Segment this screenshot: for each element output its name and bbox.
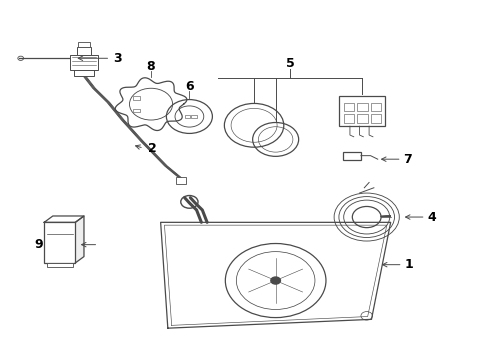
Bar <box>176 177 185 184</box>
Text: 1: 1 <box>404 258 412 271</box>
Bar <box>133 96 140 100</box>
Bar <box>370 103 381 111</box>
Text: 5: 5 <box>285 57 294 70</box>
Polygon shape <box>75 216 84 263</box>
Bar <box>191 115 196 118</box>
Bar <box>342 152 360 159</box>
Bar <box>46 263 73 267</box>
Bar <box>343 114 354 123</box>
Bar <box>357 114 367 123</box>
Bar <box>184 115 189 118</box>
Polygon shape <box>44 216 84 222</box>
Text: 7: 7 <box>403 153 411 166</box>
Bar <box>339 96 384 126</box>
Bar <box>69 55 98 69</box>
Bar <box>77 47 91 55</box>
Text: 8: 8 <box>146 60 155 73</box>
Text: 9: 9 <box>34 238 42 251</box>
Bar <box>78 42 89 47</box>
Text: 2: 2 <box>147 142 156 155</box>
Bar <box>370 114 381 123</box>
Bar <box>74 69 93 76</box>
Bar <box>357 103 367 111</box>
Text: 4: 4 <box>427 211 435 224</box>
Text: 3: 3 <box>113 52 122 65</box>
Bar <box>44 222 75 263</box>
Bar <box>343 103 354 111</box>
Text: 6: 6 <box>184 80 193 93</box>
Bar <box>133 109 140 112</box>
Circle shape <box>270 277 280 284</box>
